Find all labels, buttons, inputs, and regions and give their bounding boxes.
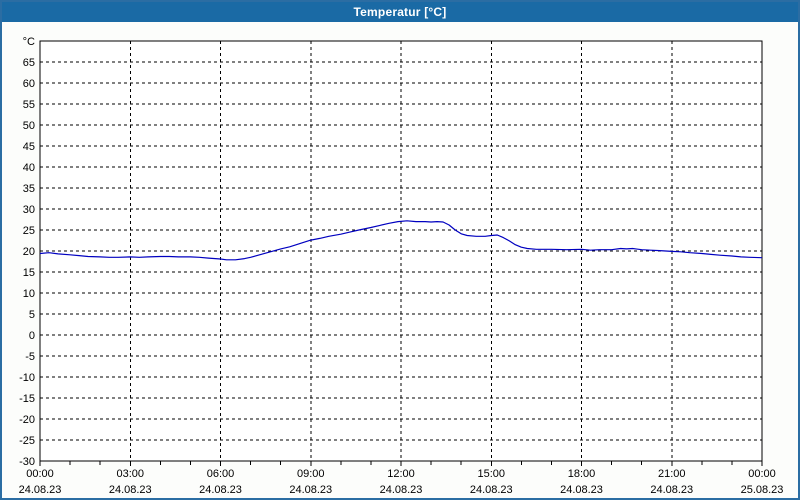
temperature-line [39, 220, 763, 261]
y-tick-label: -25 [19, 435, 35, 447]
chart-svg: 65605550454035302520151050-5-10-15-20-25… [19, 36, 784, 496]
x-tick-date-label: 24.08.23 [380, 484, 423, 496]
y-tick-label: 15 [23, 267, 35, 279]
y-tick-label: 10 [23, 288, 35, 300]
x-tick-time-label: 12:00 [387, 468, 415, 480]
y-tick-label: 55 [23, 99, 35, 111]
x-tick-time-label: 06:00 [207, 468, 235, 480]
x-tick-time-label: 00:00 [26, 468, 54, 480]
x-tick-time-label: 09:00 [297, 468, 325, 480]
y-tick-label: 65 [23, 57, 35, 69]
chart-area: 65 60 55 50 45 40 35 30 25 20 15 10 5 0 -5 -10 -15 -20 -25… [2, 22, 798, 498]
y-tick-label: 0 [29, 330, 35, 342]
x-tick-time-label: 18:00 [568, 468, 596, 480]
y-tick-label: 25 [23, 225, 35, 237]
x-tick-date-label: 25.08.23 [741, 484, 784, 496]
y-tick-label: 50 [23, 120, 35, 132]
y-tick-label: 45 [23, 141, 35, 153]
x-tick-time-label: 00:00 [748, 468, 776, 480]
x-tick-date-label: 24.08.23 [650, 484, 693, 496]
y-tick-label: 60 [23, 78, 35, 90]
y-tick-label: 30 [23, 204, 35, 216]
y-tick-label: 35 [23, 183, 35, 195]
y-tick-label: -5 [25, 351, 35, 363]
window-titlebar: Temperatur [°C] [2, 2, 798, 22]
y-tick-label: -15 [19, 393, 35, 405]
x-tick-date-label: 24.08.23 [470, 484, 513, 496]
y-tick-label: -20 [19, 414, 35, 426]
x-tick-time-label: 03:00 [116, 468, 144, 480]
x-tick-time-label: 21:00 [658, 468, 686, 480]
x-tick-date-label: 24.08.23 [289, 484, 332, 496]
y-tick-label: 40 [23, 162, 35, 174]
y-tick-label: 20 [23, 246, 35, 258]
x-tick-date-label: 24.08.23 [109, 484, 152, 496]
y-tick-label: -10 [19, 372, 35, 384]
plot-border [39, 40, 763, 462]
x-tick-date-label: 24.08.23 [199, 484, 242, 496]
x-tick-date-label: 24.08.23 [560, 484, 603, 496]
y-axis-unit-label: °C [23, 36, 35, 48]
window-title: Temperatur [°C] [353, 5, 447, 19]
x-tick-time-label: 15:00 [477, 468, 505, 480]
y-tick-label: -30 [19, 456, 35, 468]
y-tick-label: 5 [29, 309, 35, 321]
x-tick-date-label: 24.08.23 [19, 484, 62, 496]
